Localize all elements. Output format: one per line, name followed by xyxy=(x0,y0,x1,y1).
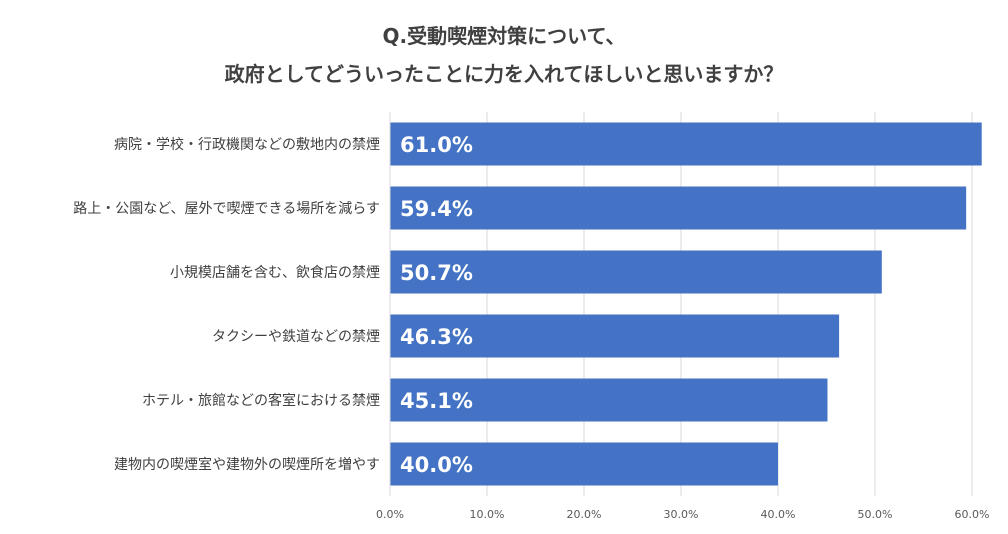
category-label-4: ホテル・旅館などの客室における禁煙 xyxy=(142,392,380,409)
bar-2 xyxy=(390,250,882,294)
chart-title-line-2: 政府としてどういったことに力を入れてほしいと思いますか？ xyxy=(224,62,784,86)
bar-4 xyxy=(390,378,828,422)
category-label-1: 路上・公園など、屋外で喫煙できる場所を減らす xyxy=(73,200,380,217)
data-label-5: 40.0% xyxy=(400,453,473,477)
chart-title-line-1: Q.受動喫煙対策について、 xyxy=(382,24,626,48)
tick-label-3: 30.0% xyxy=(664,508,699,521)
bar-0 xyxy=(390,122,982,166)
bar-3 xyxy=(390,314,840,358)
data-label-1: 59.4% xyxy=(400,197,473,221)
category-label-5: 建物内の喫煙室や建物外の喫煙所を増やす xyxy=(114,456,380,473)
tick-label-1: 10.0% xyxy=(470,508,505,521)
tick-label-5: 50.0% xyxy=(858,508,893,521)
data-label-0: 61.0% xyxy=(400,133,473,157)
category-label-3: タクシーや鉄道などの禁煙 xyxy=(212,329,380,345)
tick-label-0: 0.0% xyxy=(376,508,404,521)
data-label-3: 46.3% xyxy=(400,325,473,349)
data-label-4: 45.1% xyxy=(400,389,473,413)
data-label-2: 50.7% xyxy=(400,261,473,285)
category-label-2: 小規模店舗を含む、飲食店の禁煙 xyxy=(170,264,380,281)
tick-label-6: 60.0% xyxy=(955,508,990,521)
tick-label-2: 20.0% xyxy=(567,508,602,521)
bar-1 xyxy=(390,186,967,230)
bar-5 xyxy=(390,442,778,486)
category-label-0: 病院・学校・行政機関などの敷地内の禁煙 xyxy=(114,136,380,153)
tick-label-4: 40.0% xyxy=(761,508,796,521)
